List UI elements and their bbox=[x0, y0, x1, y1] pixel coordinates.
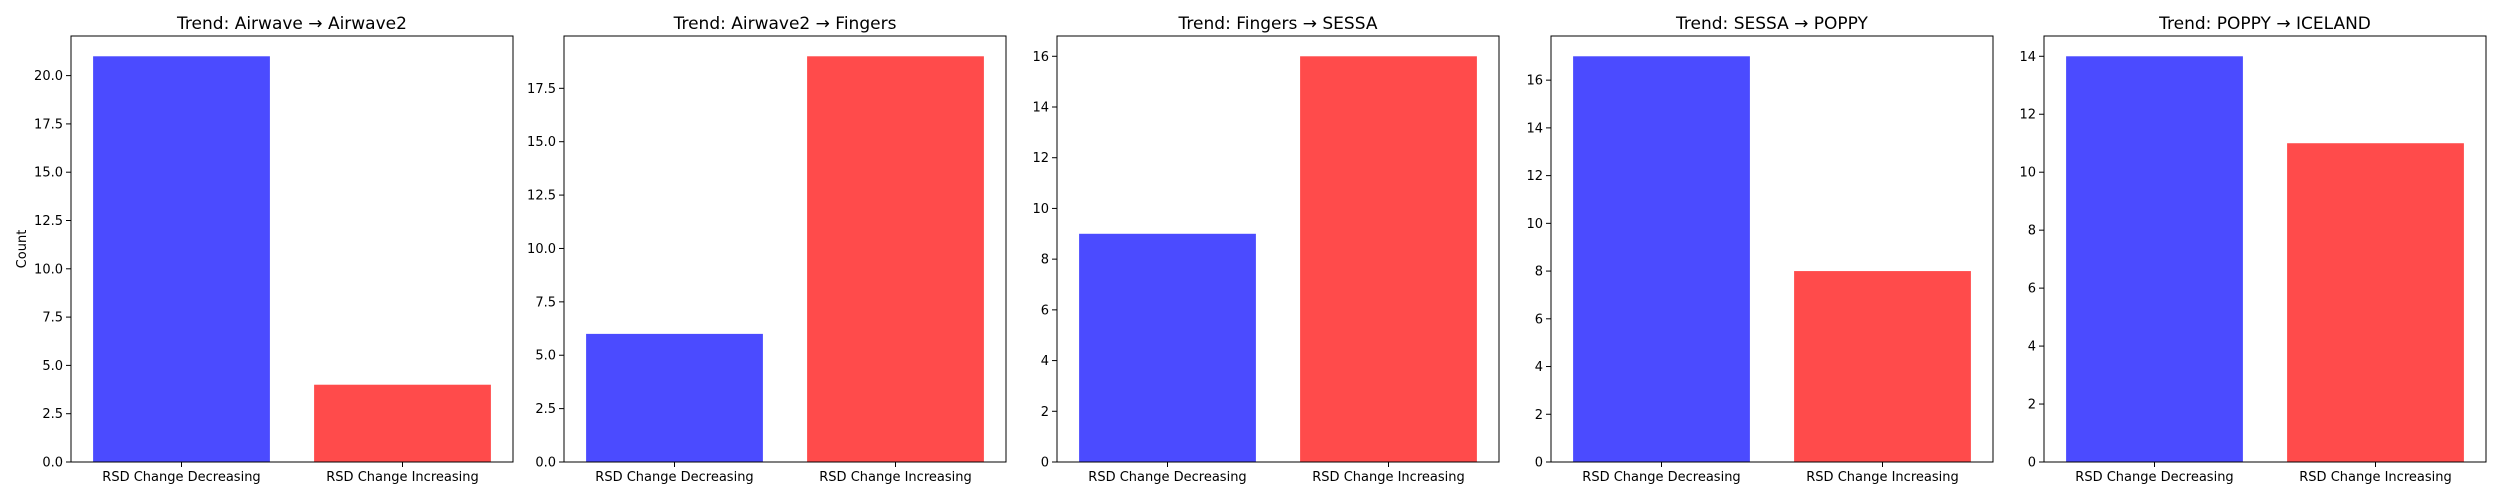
axes-frame bbox=[70, 35, 514, 463]
y-tick-label: 12 bbox=[1526, 169, 1543, 184]
chart-panel-3: Trend: Fingers → SESSA RSD Change Decreas… bbox=[1032, 14, 1500, 485]
bar-rsd-change-increasing[interactable] bbox=[1794, 271, 1971, 462]
y-tick-label: 0 bbox=[2028, 456, 2036, 471]
y-tick-label: 8 bbox=[1041, 253, 1049, 268]
y-tick-label: 16 bbox=[1032, 50, 1049, 65]
y-tick-label: 15.0 bbox=[34, 166, 63, 181]
y-tick-label: 0.0 bbox=[42, 456, 63, 471]
y-tick-label: 0 bbox=[1041, 456, 1049, 471]
y-tick-label: 6 bbox=[1041, 303, 1049, 318]
x-tick-label: RSD Change Increasing bbox=[1312, 470, 1464, 485]
y-tick-label: 10.0 bbox=[34, 262, 63, 277]
y-tick-label: 10 bbox=[1526, 217, 1543, 232]
y-tick-label: 14 bbox=[1032, 101, 1049, 116]
y-tick-label: 10 bbox=[1032, 202, 1049, 217]
y-tick-label: 4 bbox=[1535, 360, 1543, 375]
y-tick-label: 16 bbox=[1526, 74, 1543, 89]
y-tick-label: 14 bbox=[2019, 50, 2036, 65]
chart-title: Trend: Airwave → Airwave2 bbox=[176, 14, 407, 34]
bar-rsd-change-increasing[interactable] bbox=[2287, 143, 2464, 462]
chart-title: Trend: Fingers → SESSA bbox=[1178, 14, 1378, 34]
y-tick-label: 17.5 bbox=[34, 117, 63, 132]
x-tick-label: RSD Change Decreasing bbox=[1582, 470, 1740, 485]
y-tick-label: 4 bbox=[2028, 340, 2036, 355]
y-tick-label: 6 bbox=[2028, 282, 2036, 297]
y-tick-label: 12 bbox=[1032, 151, 1049, 166]
chart-panel-1: Trend: Airwave → Airwave2 RSD Change Decr… bbox=[15, 14, 514, 485]
chart-panel-4: Trend: SESSA → POPPY RSD Change Decreasin… bbox=[1526, 14, 1994, 485]
chart-title: Trend: SESSA → POPPY bbox=[1675, 14, 1869, 34]
y-tick-label: 2.5 bbox=[535, 402, 556, 417]
x-tick-label: RSD Change Increasing bbox=[2299, 470, 2451, 485]
bar-rsd-change-decreasing[interactable] bbox=[2066, 56, 2243, 463]
y-tick-label: 7.5 bbox=[535, 295, 556, 310]
y-axis-label: Count bbox=[15, 230, 30, 269]
axes-frame bbox=[2043, 35, 2487, 463]
y-tick-label: 17.5 bbox=[527, 82, 556, 97]
x-tick-label: RSD Change Increasing bbox=[1806, 470, 1958, 485]
x-tick-label: RSD Change Decreasing bbox=[1088, 470, 1246, 485]
y-tick-label: 8 bbox=[1535, 265, 1543, 280]
y-tick-label: 4 bbox=[1041, 354, 1049, 369]
y-tick-label: 14 bbox=[1526, 121, 1543, 136]
axes-frame bbox=[1550, 35, 1994, 463]
y-tick-label: 12.5 bbox=[34, 214, 63, 229]
bar-rsd-change-decreasing[interactable] bbox=[1079, 233, 1256, 462]
y-tick-label: 5.0 bbox=[535, 349, 556, 364]
y-tick-label: 20.0 bbox=[34, 69, 63, 84]
y-tick-label: 0 bbox=[1535, 456, 1543, 471]
y-tick-label: 2 bbox=[2028, 398, 2036, 413]
y-tick-label: 2 bbox=[1041, 405, 1049, 420]
y-tick-label: 5.0 bbox=[42, 359, 63, 374]
y-tick-label: 2.5 bbox=[42, 407, 63, 422]
y-tick-label: 12.5 bbox=[527, 189, 556, 204]
x-tick-label: RSD Change Increasing bbox=[326, 470, 478, 485]
y-tick-label: 7.5 bbox=[42, 311, 63, 326]
y-tick-label: 8 bbox=[2028, 224, 2036, 239]
y-tick-label: 2 bbox=[1535, 408, 1543, 423]
chart-title: Trend: POPPY → ICELAND bbox=[2158, 14, 2371, 34]
bar-rsd-change-decreasing[interactable] bbox=[1573, 56, 1750, 463]
x-tick-label: RSD Change Increasing bbox=[819, 470, 971, 485]
y-tick-label: 0.0 bbox=[535, 456, 556, 471]
x-tick-label: RSD Change Decreasing bbox=[595, 470, 753, 485]
x-tick-label: RSD Change Decreasing bbox=[2075, 470, 2233, 485]
y-tick-label: 10 bbox=[2019, 166, 2036, 181]
bar-rsd-change-increasing[interactable] bbox=[807, 56, 984, 463]
axes-frame bbox=[1056, 35, 1500, 463]
y-tick-label: 15.0 bbox=[527, 135, 556, 150]
bar-rsd-change-decreasing[interactable] bbox=[586, 333, 763, 462]
y-tick-label: 6 bbox=[1535, 312, 1543, 327]
chart-panel-2: Trend: Airwave2 → Fingers RSD Change Decr… bbox=[527, 14, 1007, 485]
x-tick-label: RSD Change Decreasing bbox=[102, 470, 260, 485]
chart-title: Trend: Airwave2 → Fingers bbox=[673, 14, 897, 34]
y-tick-label: 10.0 bbox=[527, 242, 556, 257]
chart-panel-5: Trend: POPPY → ICELAND RSD Change Decreas… bbox=[2019, 14, 2487, 485]
bar-rsd-change-increasing[interactable] bbox=[314, 384, 491, 462]
axes-frame bbox=[563, 35, 1007, 463]
bar-rsd-change-increasing[interactable] bbox=[1300, 56, 1477, 463]
bar-rsd-change-decreasing[interactable] bbox=[93, 56, 270, 463]
y-tick-label: 12 bbox=[2019, 108, 2036, 123]
